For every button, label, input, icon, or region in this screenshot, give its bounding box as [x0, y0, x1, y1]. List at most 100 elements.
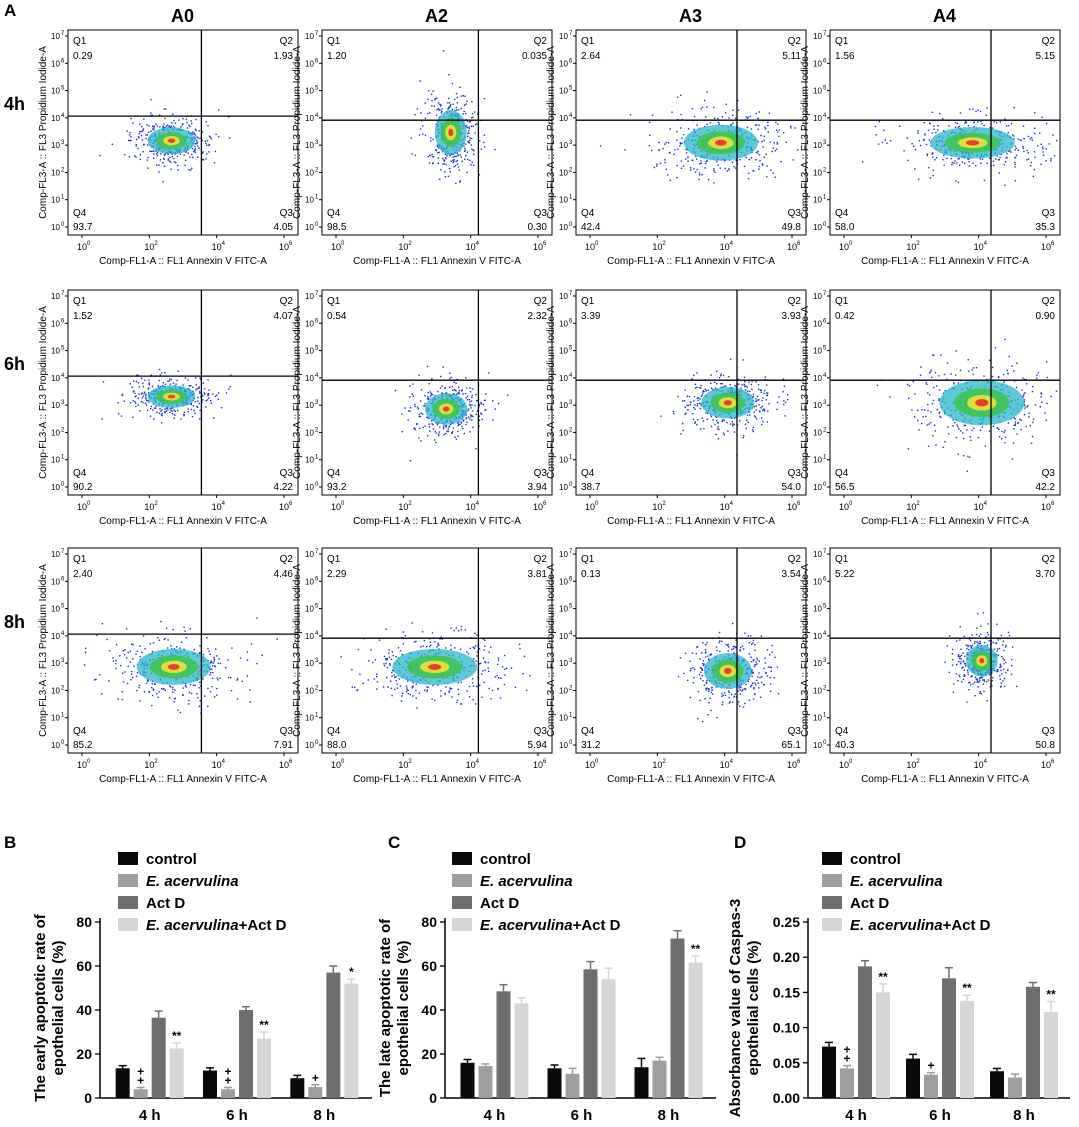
event-dot	[424, 425, 426, 427]
quadrant-q4-label: Q4	[73, 726, 87, 737]
event-dot	[1005, 671, 1007, 674]
event-dot	[968, 689, 970, 691]
quadrant-q2-value: 0.90	[1036, 311, 1056, 322]
event-dot	[1030, 161, 1033, 164]
event-dot	[955, 673, 958, 675]
event-dot	[146, 134, 149, 136]
event-dot	[457, 430, 459, 433]
y-tick-label: 10	[813, 223, 822, 232]
event-dot	[926, 383, 928, 385]
event-dot	[431, 393, 434, 396]
event-dot	[427, 686, 429, 688]
event-dot	[955, 350, 957, 352]
event-dot	[448, 97, 450, 100]
event-dot	[747, 177, 750, 180]
event-dot	[1039, 406, 1041, 408]
density-core	[147, 127, 196, 155]
x-tick-label: 10	[466, 760, 476, 770]
event-dot	[733, 695, 735, 698]
event-dot	[700, 403, 702, 405]
event-dot	[777, 693, 780, 695]
event-dot	[717, 117, 719, 120]
event-dot	[468, 127, 470, 130]
event-dot	[394, 389, 397, 392]
event-dot	[158, 691, 160, 693]
event-dot	[469, 121, 471, 123]
event-dot	[755, 124, 758, 126]
event-dot	[492, 419, 494, 421]
event-dot	[1017, 422, 1020, 424]
y-tick-exponent: 2	[823, 167, 827, 173]
event-dot	[183, 626, 185, 628]
event-dot	[390, 658, 393, 661]
y-tick-label: 10	[51, 292, 60, 301]
event-dot	[959, 369, 962, 372]
event-dot	[441, 108, 443, 110]
event-dot	[198, 386, 200, 388]
event-dot	[395, 655, 397, 658]
event-dot	[418, 692, 421, 694]
time-label-4h: 4h	[4, 94, 25, 114]
event-dot	[357, 689, 359, 691]
event-dot	[972, 367, 975, 369]
event-dot	[964, 122, 966, 124]
event-dot	[469, 405, 472, 407]
event-dot	[424, 403, 426, 405]
quadrant-q3-value: 35.3	[1036, 222, 1056, 233]
y-tick-label: 10	[305, 632, 314, 641]
event-dot	[192, 390, 194, 392]
event-dot	[734, 167, 737, 169]
event-dot	[676, 130, 678, 133]
event-dot	[138, 133, 141, 135]
event-dot	[481, 673, 483, 675]
event-dot	[458, 391, 460, 394]
event-dot	[975, 367, 978, 369]
event-dot	[691, 159, 694, 162]
event-dot	[498, 677, 500, 679]
event-dot	[1017, 422, 1019, 424]
event-dot	[449, 104, 452, 106]
event-dot	[215, 648, 217, 650]
event-dot	[699, 402, 701, 404]
event-dot	[483, 649, 485, 651]
event-dot	[707, 714, 709, 716]
event-dot	[955, 436, 958, 439]
event-dot	[472, 125, 474, 127]
event-dot	[934, 430, 936, 432]
event-dot	[918, 429, 920, 431]
event-dot	[986, 162, 988, 164]
event-dot	[1008, 125, 1010, 127]
event-dot	[970, 646, 972, 648]
event-dot	[977, 642, 979, 644]
event-dot	[228, 388, 230, 390]
event-dot	[206, 140, 209, 142]
event-dot	[447, 428, 449, 430]
event-dot	[393, 674, 395, 676]
y-tick-exponent: 1	[569, 195, 573, 201]
x-tick-label: 10	[720, 760, 730, 770]
x-axis-ticks: 10 0 10 2 10 4 10 6	[839, 495, 1055, 512]
event-dot	[689, 670, 692, 672]
quadrant-q3-value: 49.8	[782, 222, 802, 233]
event-dot	[707, 655, 709, 657]
event-dot	[405, 685, 408, 687]
event-dot	[446, 155, 448, 157]
event-dot	[723, 434, 725, 436]
event-dot	[1014, 418, 1016, 420]
event-dot	[470, 407, 472, 409]
density-level-4	[167, 138, 176, 143]
event-dot	[1031, 390, 1034, 393]
event-dot	[722, 694, 724, 696]
event-dot	[469, 387, 471, 389]
event-dot	[981, 122, 983, 125]
event-dot	[716, 649, 718, 652]
event-dot	[964, 424, 966, 427]
event-dot	[138, 393, 140, 395]
event-dot	[766, 675, 769, 677]
event-dot	[432, 684, 434, 687]
event-dot	[428, 383, 430, 385]
y-tick-exponent: 5	[569, 86, 573, 92]
event-dot	[500, 677, 502, 679]
event-dot	[705, 681, 707, 684]
